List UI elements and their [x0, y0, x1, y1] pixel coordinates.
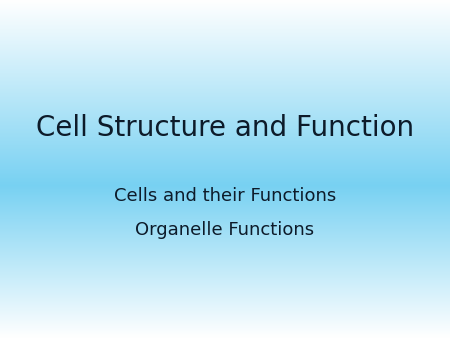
Text: Cell Structure and Function: Cell Structure and Function	[36, 115, 414, 142]
Text: Cells and their Functions: Cells and their Functions	[114, 187, 336, 205]
Text: Organelle Functions: Organelle Functions	[135, 221, 315, 239]
